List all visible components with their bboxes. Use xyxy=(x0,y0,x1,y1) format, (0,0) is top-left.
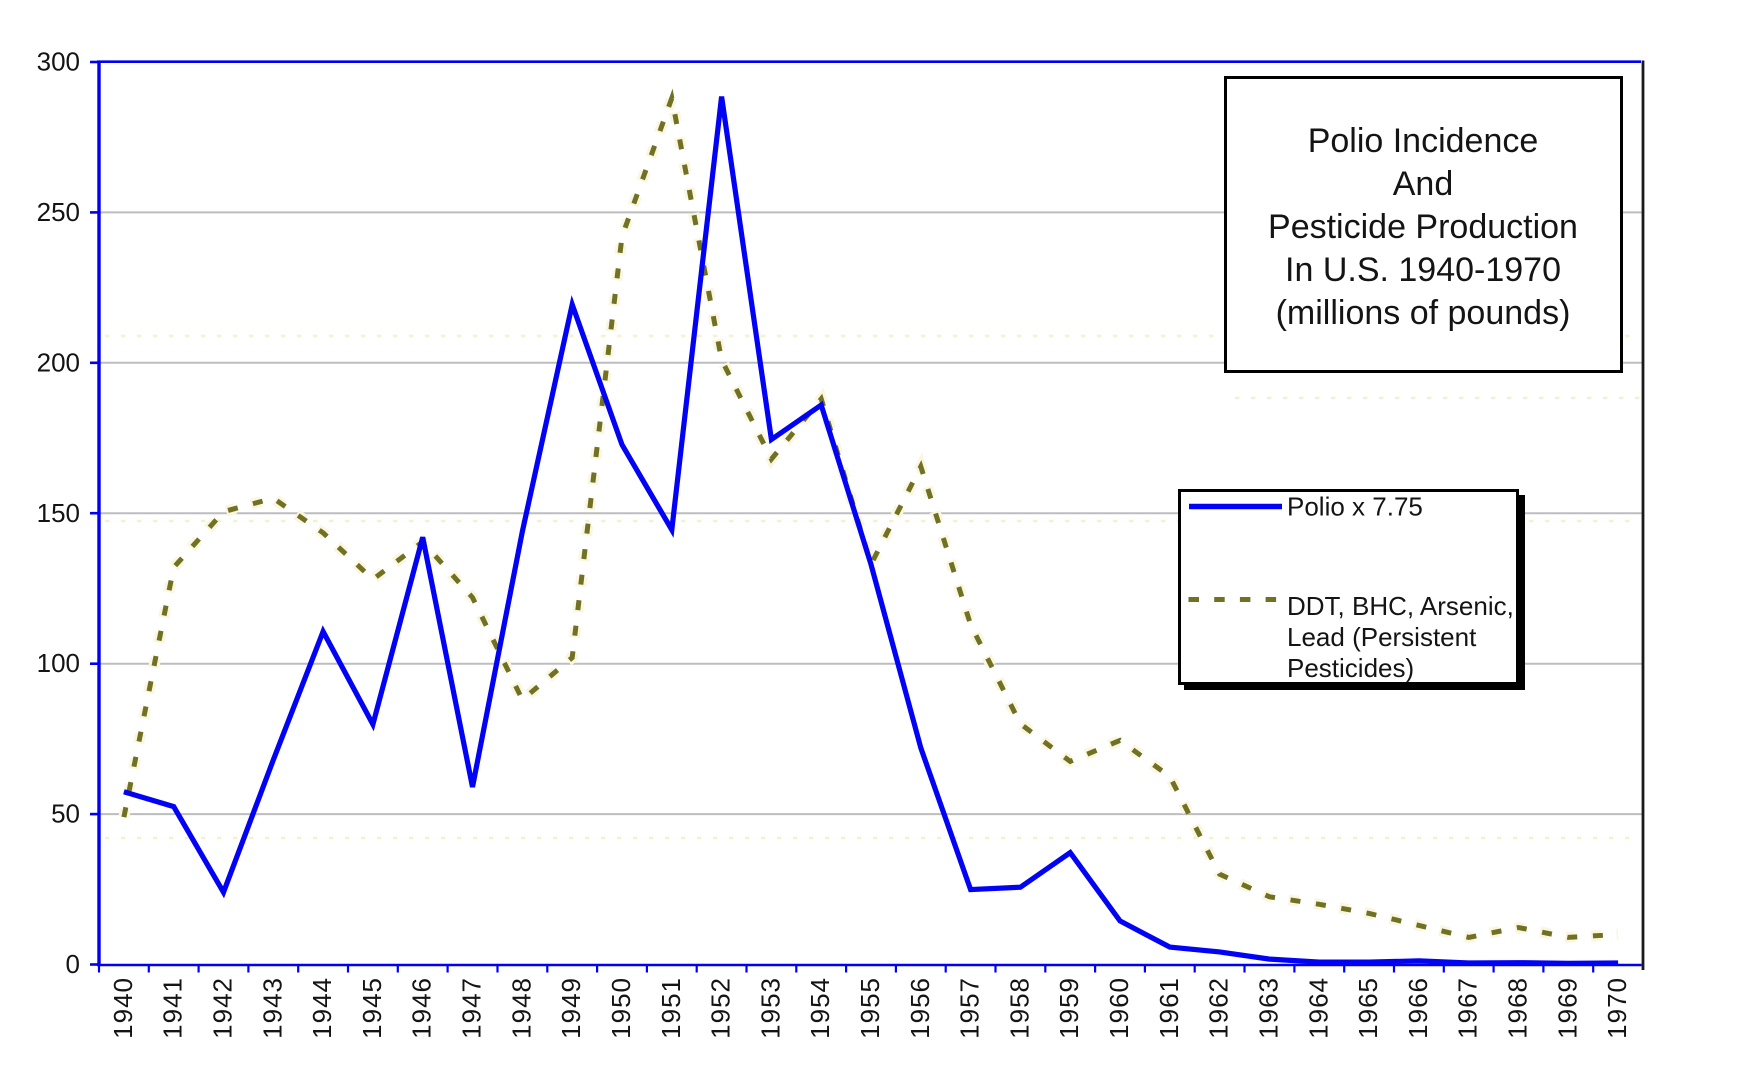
svg-text:1956: 1956 xyxy=(905,977,935,1039)
svg-text:In U.S. 1940-1970: In U.S. 1940-1970 xyxy=(1285,251,1561,289)
svg-text:250: 250 xyxy=(37,197,80,227)
svg-text:1945: 1945 xyxy=(357,977,387,1039)
svg-text:1963: 1963 xyxy=(1254,977,1284,1039)
svg-text:1968: 1968 xyxy=(1503,977,1533,1039)
svg-text:1940: 1940 xyxy=(108,977,138,1039)
svg-text:100: 100 xyxy=(37,648,80,678)
svg-text:1958: 1958 xyxy=(1004,977,1034,1039)
svg-text:1948: 1948 xyxy=(506,977,536,1039)
svg-text:Polio x 7.75: Polio x 7.75 xyxy=(1287,492,1423,522)
svg-text:1959: 1959 xyxy=(1054,977,1084,1039)
svg-text:1960: 1960 xyxy=(1104,977,1134,1039)
svg-text:Polio Incidence: Polio Incidence xyxy=(1308,122,1539,160)
svg-text:0: 0 xyxy=(66,949,80,979)
svg-text:50: 50 xyxy=(51,799,80,829)
svg-text:1951: 1951 xyxy=(656,977,686,1039)
svg-text:1961: 1961 xyxy=(1154,977,1184,1039)
svg-text:1965: 1965 xyxy=(1353,977,1383,1039)
svg-text:1952: 1952 xyxy=(706,977,736,1039)
svg-text:1947: 1947 xyxy=(457,977,487,1039)
svg-text:And: And xyxy=(1393,165,1454,203)
svg-text:200: 200 xyxy=(37,347,80,377)
svg-text:1944: 1944 xyxy=(307,977,337,1039)
svg-text:Pesticides): Pesticides) xyxy=(1287,653,1414,683)
svg-text:1957: 1957 xyxy=(955,977,985,1039)
svg-text:1962: 1962 xyxy=(1204,977,1234,1039)
svg-text:1941: 1941 xyxy=(158,977,188,1039)
svg-text:1942: 1942 xyxy=(208,977,238,1039)
svg-text:Pesticide Production: Pesticide Production xyxy=(1268,208,1578,246)
svg-text:1967: 1967 xyxy=(1453,977,1483,1039)
svg-text:1969: 1969 xyxy=(1552,977,1582,1039)
svg-text:300: 300 xyxy=(37,47,80,77)
svg-text:1943: 1943 xyxy=(257,977,287,1039)
svg-text:1946: 1946 xyxy=(407,977,437,1039)
svg-text:1955: 1955 xyxy=(855,977,885,1039)
svg-text:Lead (Persistent: Lead (Persistent xyxy=(1287,622,1477,652)
svg-text:150: 150 xyxy=(37,498,80,528)
svg-text:(millions of pounds): (millions of pounds) xyxy=(1276,294,1571,332)
svg-text:DDT, BHC, Arsenic,: DDT, BHC, Arsenic, xyxy=(1287,591,1514,621)
svg-text:1949: 1949 xyxy=(556,977,586,1039)
svg-text:1970: 1970 xyxy=(1602,977,1632,1039)
svg-text:1954: 1954 xyxy=(805,977,835,1039)
svg-text:1966: 1966 xyxy=(1403,977,1433,1039)
svg-text:1953: 1953 xyxy=(755,977,785,1039)
svg-text:1950: 1950 xyxy=(606,977,636,1039)
svg-text:1964: 1964 xyxy=(1303,977,1333,1039)
